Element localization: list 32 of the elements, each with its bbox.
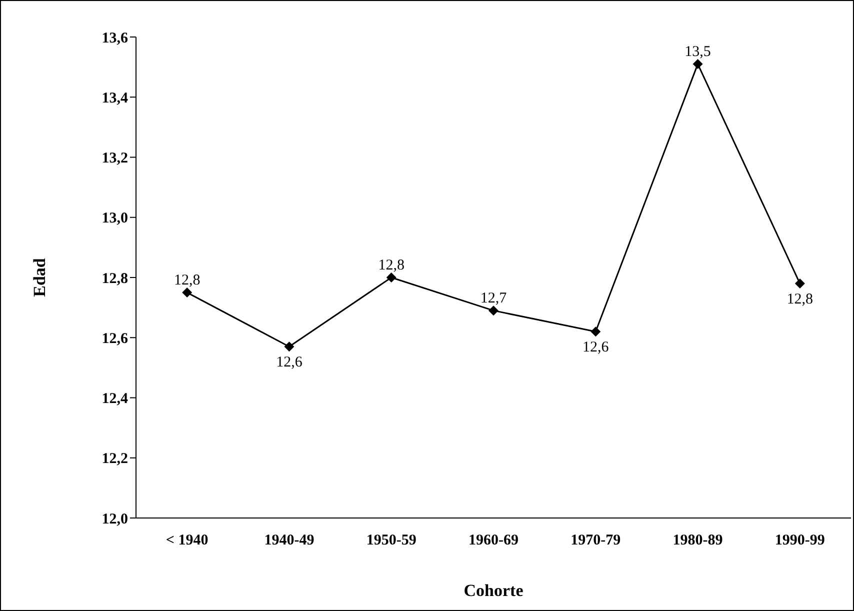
y-tick-label: 12,6: [102, 330, 128, 347]
x-tick-label: 1970-79: [570, 532, 621, 549]
data-label: 13,5: [684, 44, 711, 60]
point: [284, 342, 294, 352]
y-tick-label: 12,8: [102, 270, 128, 287]
data-label: 12,8: [378, 258, 404, 274]
x-tick-label: < 1940: [166, 532, 208, 549]
point: [794, 278, 805, 289]
x-tick-label: 1950-59: [366, 532, 416, 549]
point: [488, 306, 498, 316]
y-tick-label: 12,0: [102, 511, 128, 528]
data-label: 12,7: [480, 290, 508, 307]
y-tick-label: 12,4: [102, 391, 128, 408]
x-axis-title: Cohorte: [464, 581, 524, 600]
point: [386, 272, 396, 282]
y-tick-label: 13,6: [102, 30, 128, 46]
point: [692, 59, 703, 70]
y-tick-label: 13,2: [102, 150, 128, 167]
x-tick-label: 1980-89: [672, 532, 723, 549]
y-axis-title: Edad: [30, 258, 50, 297]
x-tick-label: 1990-99: [774, 532, 825, 549]
data-label: 12,8: [174, 272, 200, 289]
x-tick-label: 1960-69: [468, 532, 518, 549]
point: [182, 288, 192, 298]
y-tick-label: 13,4: [102, 90, 128, 106]
y-tick-label: 13,0: [102, 210, 128, 227]
data-label: 12,6: [582, 340, 610, 356]
data-label: 12,6: [276, 354, 303, 371]
point: [590, 326, 601, 337]
y-tick-label: 12,2: [102, 451, 128, 468]
data-label: 12,8: [786, 292, 814, 308]
x-tick-label: 1940-49: [264, 532, 314, 549]
